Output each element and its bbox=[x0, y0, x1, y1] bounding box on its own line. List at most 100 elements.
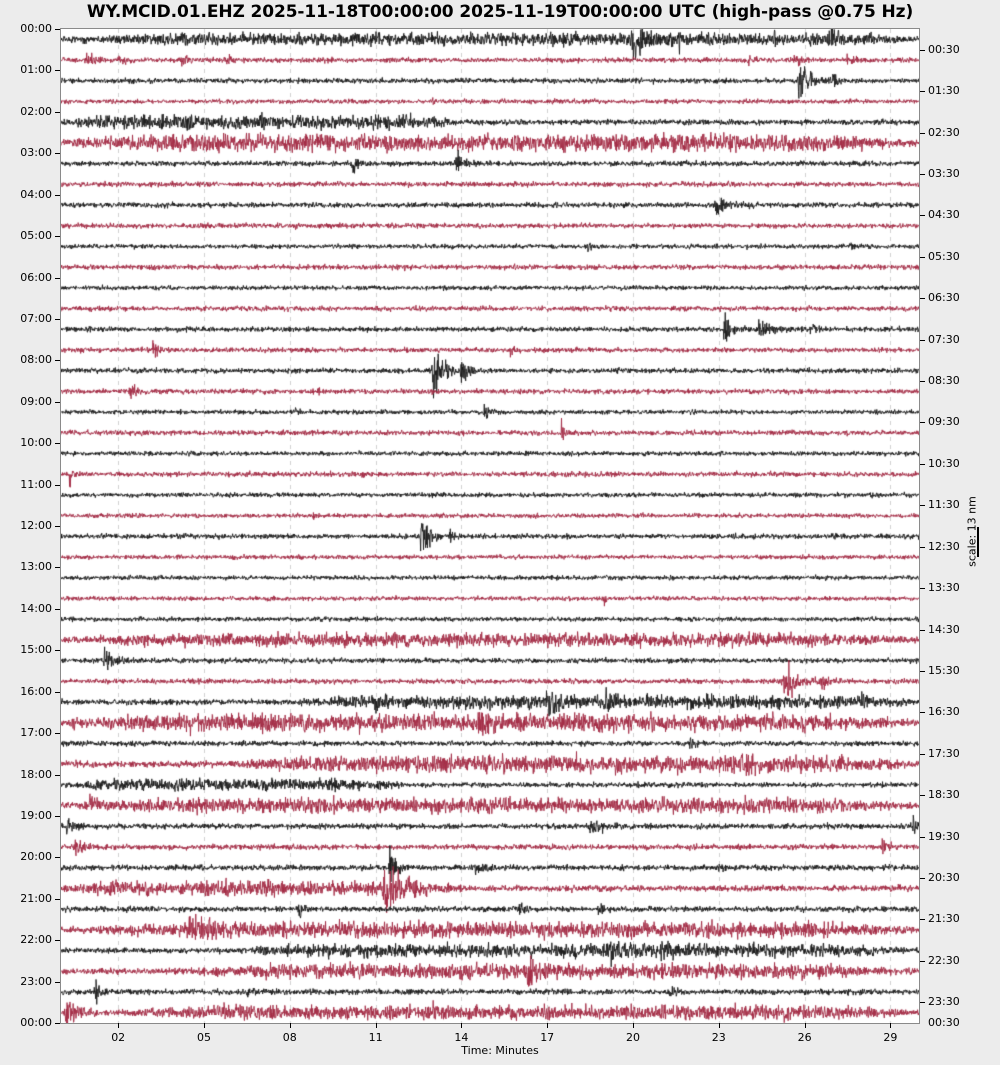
y-tick-right-21 bbox=[920, 919, 925, 920]
y-tick-right-20 bbox=[920, 878, 925, 879]
y-axis-label-left-1400: 14:00 bbox=[20, 601, 52, 615]
y-tick-left-9 bbox=[55, 402, 60, 403]
y-axis-label-left-1200: 12:00 bbox=[20, 519, 52, 532]
y-tick-left-14 bbox=[55, 609, 60, 610]
y-axis-label-left-1900: 19:00 bbox=[20, 808, 52, 822]
y-tick-left-16 bbox=[55, 692, 60, 693]
y-axis-label-right-1630: 16:30 bbox=[928, 705, 960, 719]
x-tick-17 bbox=[547, 1023, 548, 1028]
y-axis-label-right-0430: 04:30 bbox=[928, 208, 960, 222]
y-axis-label-right-0730: 07:30 bbox=[928, 332, 960, 346]
y-axis-label-left-1300: 13:00 bbox=[20, 560, 52, 574]
y-axis-label-left-0800: 08:00 bbox=[20, 353, 52, 367]
x-tick-26 bbox=[805, 1023, 806, 1028]
y-axis-label-left-2300: 23:00 bbox=[20, 974, 52, 988]
y-axis-label-right-0330: 03:30 bbox=[928, 166, 960, 180]
y-tick-left-4 bbox=[55, 195, 60, 196]
x-tick-23 bbox=[719, 1023, 720, 1028]
y-tick-right-8 bbox=[920, 381, 925, 382]
y-tick-left-11 bbox=[55, 485, 60, 486]
y-axis-label-left-0100: 01:00 bbox=[20, 63, 52, 77]
y-tick-left-21 bbox=[55, 899, 60, 900]
y-tick-right-14 bbox=[920, 630, 925, 631]
y-tick-right-4 bbox=[920, 215, 925, 216]
x-tick-05 bbox=[204, 1023, 205, 1028]
x-axis-label-29: 29 bbox=[883, 1031, 898, 1044]
y-tick-right-17 bbox=[920, 754, 925, 755]
y-tick-right-12 bbox=[920, 547, 925, 548]
seismogram-canvas[interactable] bbox=[61, 29, 919, 1023]
x-tick-20 bbox=[633, 1023, 634, 1028]
y-tick-right-15 bbox=[920, 671, 925, 672]
y-axis-label-left-0000: 00:00 bbox=[20, 1016, 52, 1029]
y-axis-label-right-1430: 14:30 bbox=[928, 622, 960, 636]
y-axis-label-right-1930: 19:30 bbox=[928, 829, 960, 843]
y-axis-label-left-1000: 10:00 bbox=[20, 436, 52, 450]
y-axis-label-left-1500: 15:00 bbox=[20, 643, 52, 657]
y-tick-right-2 bbox=[920, 133, 925, 134]
y-tick-right-7 bbox=[920, 340, 925, 341]
x-axis-label-17: 17 bbox=[540, 1031, 555, 1044]
y-tick-left-18 bbox=[55, 775, 60, 776]
y-tick-left-10 bbox=[55, 443, 60, 444]
y-tick-right-18 bbox=[920, 795, 925, 796]
x-axis-label-11: 11 bbox=[368, 1031, 383, 1044]
y-tick-left-0 bbox=[55, 29, 60, 30]
scale-annotation: scale: 13 nm bbox=[962, 495, 980, 590]
y-axis-label-right-2230: 22:30 bbox=[928, 953, 960, 967]
y-axis-label-left-0500: 05:00 bbox=[20, 229, 52, 243]
y-tick-right-22 bbox=[920, 961, 925, 962]
y-axis-label-right-1830: 18:30 bbox=[928, 788, 960, 802]
y-axis-label-right-1030: 10:30 bbox=[928, 456, 960, 470]
y-axis-label-right-2030: 20:30 bbox=[928, 871, 960, 885]
y-tick-left-3 bbox=[55, 153, 60, 154]
y-tick-left-12 bbox=[55, 526, 60, 527]
y-tick-right-13 bbox=[920, 588, 925, 589]
y-axis-label-right-bottom: 00:30 bbox=[928, 1016, 960, 1029]
y-tick-right-9 bbox=[920, 422, 925, 423]
x-axis-label-23: 23 bbox=[711, 1031, 726, 1044]
y-axis-label-right-1530: 15:30 bbox=[928, 663, 960, 677]
y-axis-label-right-2330: 23:30 bbox=[928, 995, 960, 1009]
x-tick-29 bbox=[890, 1023, 891, 1028]
y-axis-label-left-0000: 00:00 bbox=[20, 22, 52, 35]
page-title: WY.MCID.01.EHZ 2025-11-18T00:00:00 2025-… bbox=[86, 2, 914, 22]
y-tick-right-16 bbox=[920, 712, 925, 713]
x-axis-label-05: 05 bbox=[197, 1031, 211, 1044]
y-tick-left-7 bbox=[55, 319, 60, 320]
x-tick-11 bbox=[376, 1023, 377, 1028]
x-axis-label-02: 02 bbox=[111, 1031, 126, 1044]
x-tick-02 bbox=[118, 1023, 119, 1028]
y-axis-label-left-0400: 04:00 bbox=[20, 187, 52, 201]
y-tick-left-8 bbox=[55, 360, 60, 361]
y-axis-label-right-0930: 09:30 bbox=[928, 415, 960, 429]
y-tick-right-3 bbox=[920, 174, 925, 175]
y-tick-left-13 bbox=[55, 567, 60, 568]
y-axis-label-right-1730: 17:30 bbox=[928, 746, 960, 760]
y-tick-right-1 bbox=[920, 91, 925, 92]
y-tick-left-24 bbox=[55, 1023, 60, 1024]
y-tick-right-10 bbox=[920, 464, 925, 465]
y-axis-label-left-2000: 20:00 bbox=[20, 850, 52, 864]
y-axis-label-right-0530: 05:30 bbox=[928, 249, 960, 263]
x-axis-label-08: 08 bbox=[282, 1031, 297, 1044]
x-axis-label-14: 14 bbox=[454, 1031, 469, 1044]
y-tick-right-5 bbox=[920, 257, 925, 258]
y-axis-label-right-0230: 02:30 bbox=[928, 125, 960, 139]
y-axis-label-right-1330: 13:30 bbox=[928, 581, 960, 595]
y-axis-label-left-2200: 22:00 bbox=[20, 933, 52, 947]
y-tick-left-20 bbox=[55, 857, 60, 858]
y-tick-right-0 bbox=[920, 50, 925, 51]
x-tick-08 bbox=[290, 1023, 291, 1028]
y-tick-right-23 bbox=[920, 1002, 925, 1003]
y-axis-label-left-0300: 03:00 bbox=[20, 146, 52, 160]
y-axis-label-right-0830: 08:30 bbox=[928, 374, 960, 388]
scale-bar bbox=[977, 527, 979, 557]
y-axis-label-left-0700: 07:00 bbox=[20, 311, 52, 325]
y-axis-label-right-0630: 06:30 bbox=[928, 291, 960, 305]
y-axis-label-right-1130: 11:30 bbox=[928, 498, 960, 512]
y-axis-label-right-1230: 12:30 bbox=[928, 539, 960, 553]
y-tick-left-15 bbox=[55, 650, 60, 651]
plot-area[interactable] bbox=[60, 28, 920, 1024]
